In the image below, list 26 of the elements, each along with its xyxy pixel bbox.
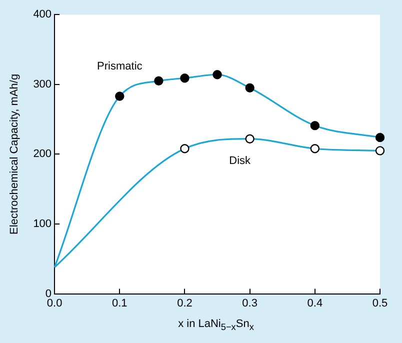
y-tick-label: 400 bbox=[33, 8, 52, 21]
series-label: Disk bbox=[229, 154, 252, 167]
point bbox=[212, 70, 222, 80]
x-tick-label: 0.2 bbox=[177, 297, 192, 310]
x-tick-label: 0.4 bbox=[307, 297, 323, 310]
y-tick-label: 0 bbox=[45, 288, 52, 300]
y-tick-label: 300 bbox=[33, 78, 52, 90]
point bbox=[245, 83, 254, 92]
y-tick-label: 200 bbox=[33, 148, 52, 160]
point bbox=[310, 144, 320, 154]
point bbox=[375, 132, 385, 142]
x-tick-label: 0.0 bbox=[46, 297, 62, 310]
point bbox=[245, 134, 254, 144]
y-axis-title: Electrochemical Capacity, mAh/g bbox=[8, 74, 21, 234]
point bbox=[310, 120, 320, 130]
point bbox=[180, 144, 190, 154]
y-tick-label: 100 bbox=[33, 218, 52, 230]
point bbox=[115, 92, 124, 101]
x-tick-label: 0.5 bbox=[372, 297, 388, 310]
series-label: Prismatic bbox=[97, 60, 143, 72]
point bbox=[180, 74, 190, 83]
x-tick-label: 0.3 bbox=[242, 297, 258, 310]
x-tick-label: 0.1 bbox=[112, 297, 128, 310]
point bbox=[375, 146, 385, 156]
x-axis-title: x in LaNi$_{5−x}$Sn$_{x}$ bbox=[177, 318, 255, 332]
point bbox=[154, 76, 164, 86]
